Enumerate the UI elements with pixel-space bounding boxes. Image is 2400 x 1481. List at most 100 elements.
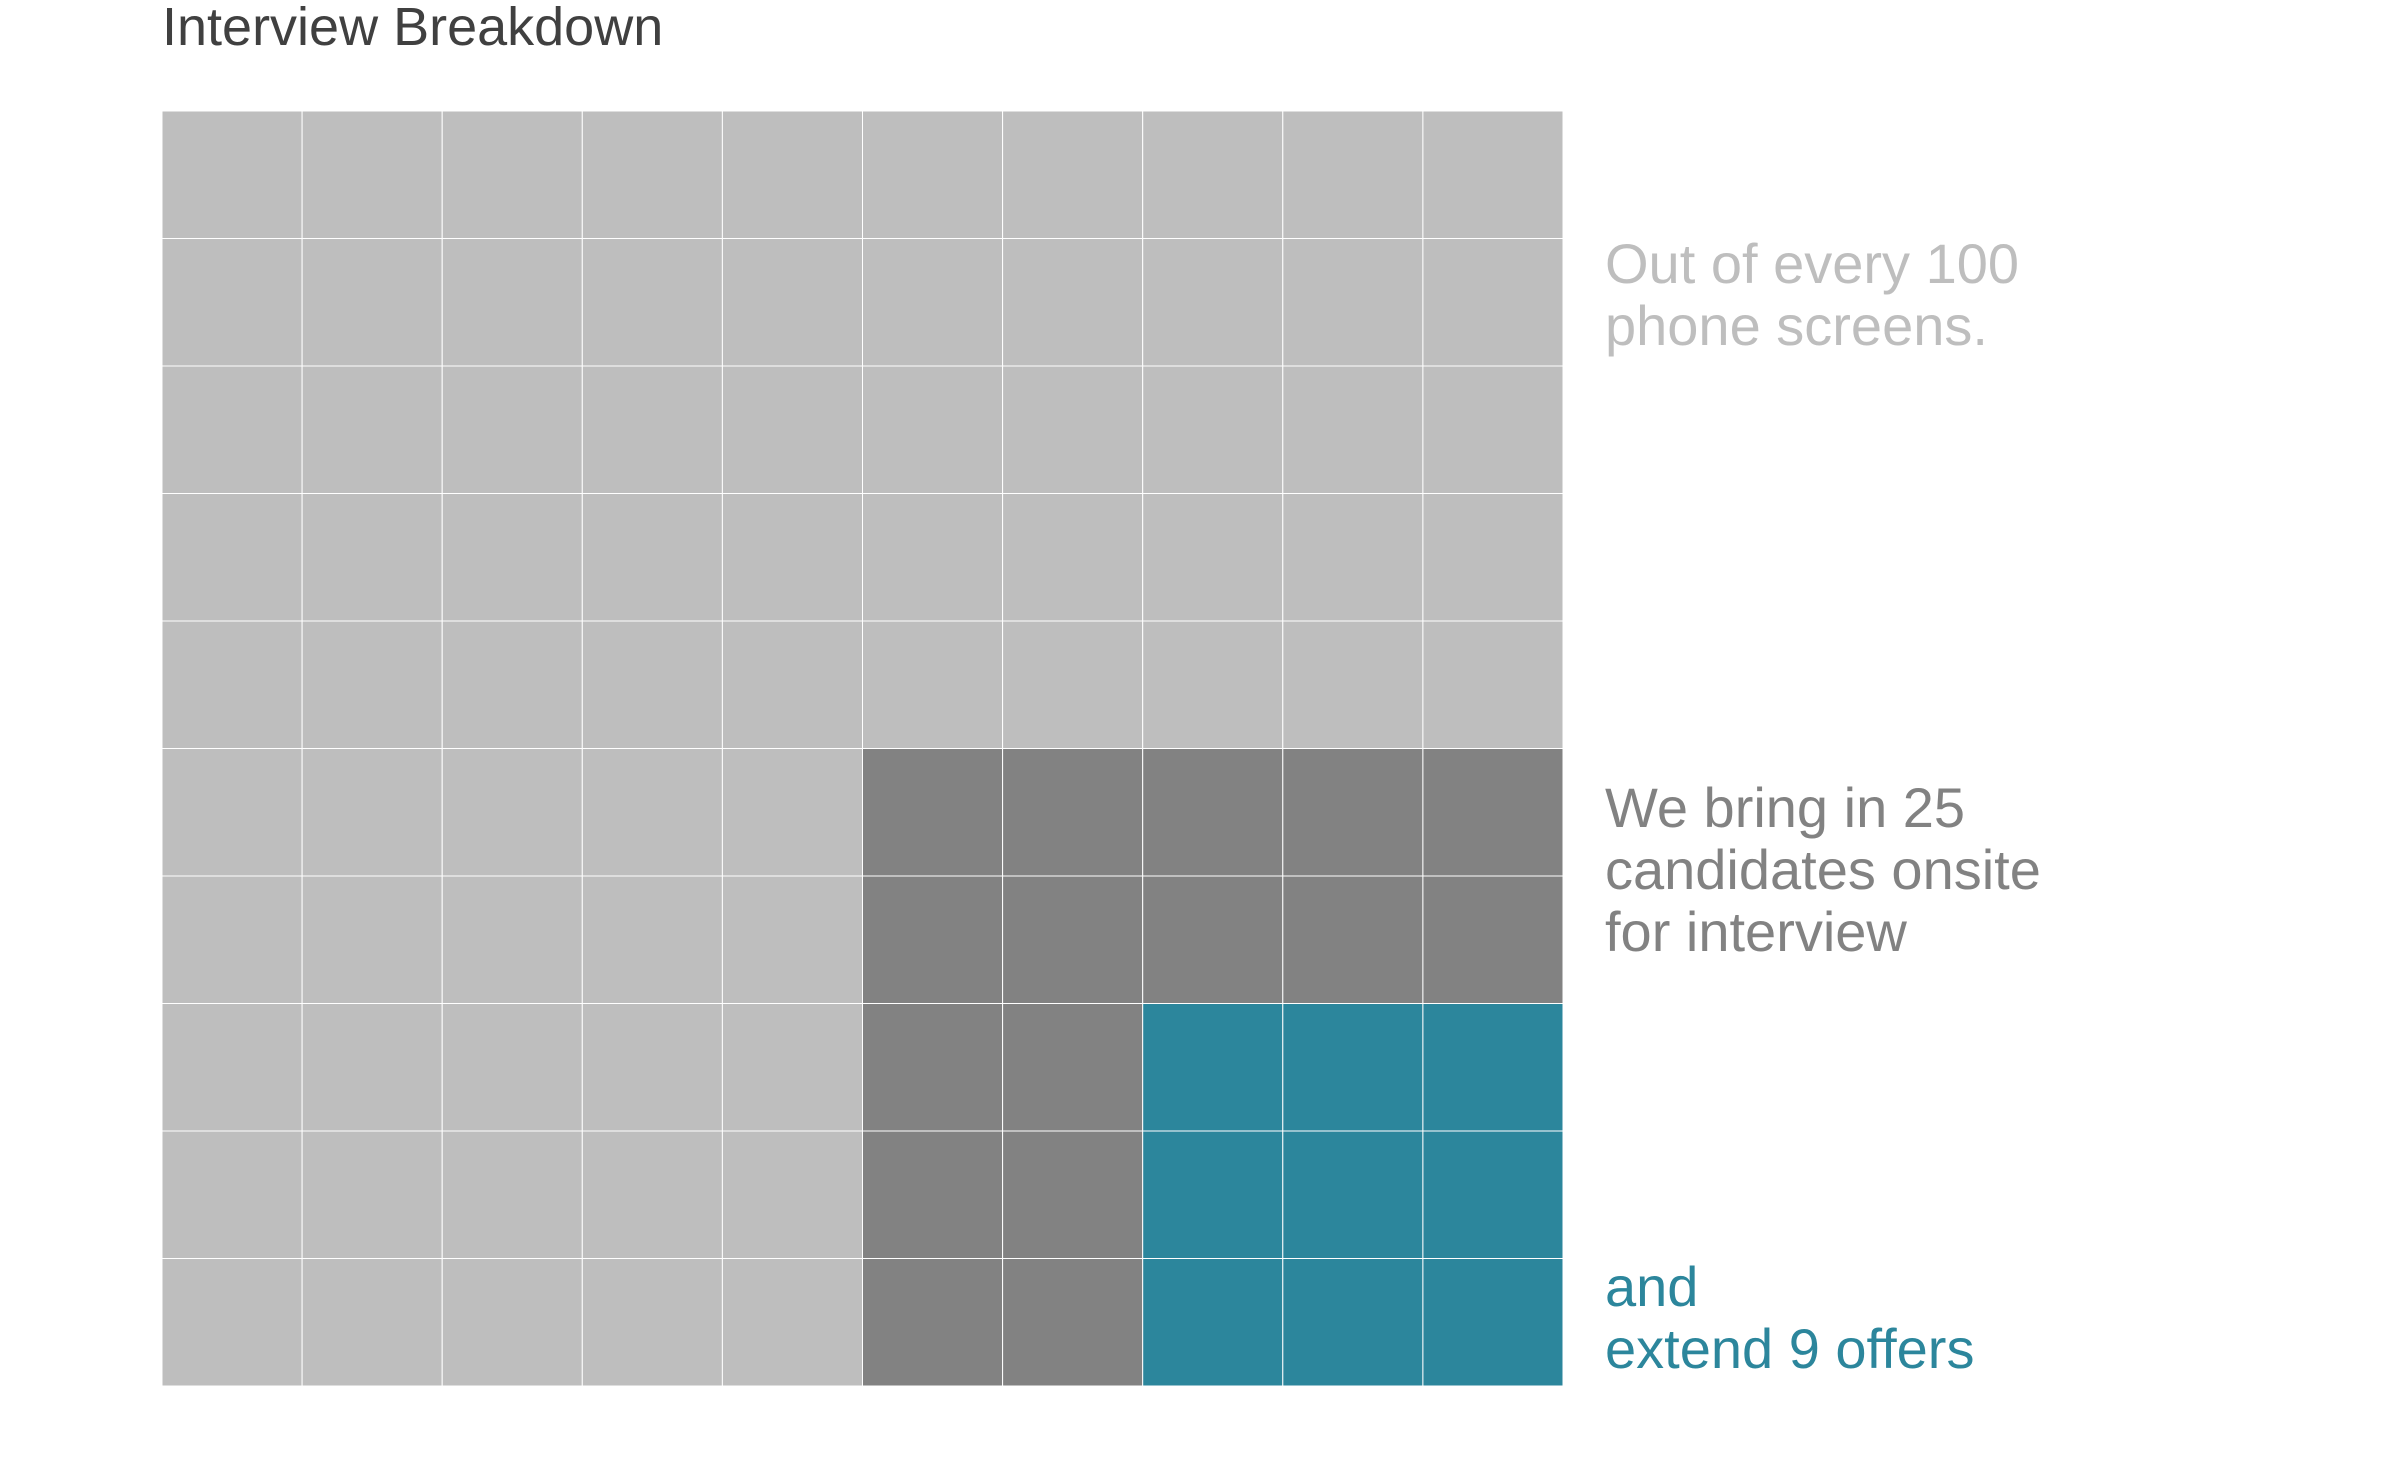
chart-title: Interview Breakdown	[162, 0, 664, 57]
waffle-cell-phone-screen-6	[1002, 111, 1144, 239]
waffle-cell-phone-screen-91	[301, 1258, 443, 1386]
waffle-cell-onsite-69	[1422, 875, 1563, 1004]
waffle-cell-phone-screen-36	[1002, 493, 1144, 622]
waffle-cell-phone-screen-33	[581, 493, 723, 622]
waffle-cell-onsite-55	[862, 748, 1004, 877]
waffle-cell-offer-77	[1142, 1003, 1284, 1132]
waffle-cell-offer-98	[1282, 1258, 1424, 1386]
waffle-cell-phone-screen-29	[1422, 365, 1563, 494]
waffle-cell-phone-screen-2	[441, 111, 583, 239]
waffle-cell-phone-screen-83	[581, 1130, 723, 1259]
waffle-cell-phone-screen-81	[301, 1130, 443, 1259]
waffle-cell-phone-screen-23	[581, 365, 723, 494]
waffle-cell-phone-screen-25	[862, 365, 1004, 494]
waffle-cell-phone-screen-42	[441, 620, 583, 749]
waffle-cell-phone-screen-64	[721, 875, 864, 1004]
waffle-cell-onsite-67	[1142, 875, 1284, 1004]
waffle-cell-phone-screen-92	[441, 1258, 583, 1386]
annotation-onsite: We bring in 25 candidates onsite for int…	[1605, 776, 2041, 963]
waffle-cell-phone-screen-5	[862, 111, 1004, 239]
waffle-cell-phone-screen-17	[1142, 238, 1284, 367]
waffle-cell-phone-screen-21	[301, 365, 443, 494]
waffle-cell-phone-screen-3	[581, 111, 723, 239]
waffle-cell-phone-screen-15	[862, 238, 1004, 367]
waffle-cell-phone-screen-94	[721, 1258, 864, 1386]
waffle-cell-offer-87	[1142, 1130, 1284, 1259]
waffle-cell-onsite-59	[1422, 748, 1563, 877]
waffle-cell-phone-screen-45	[862, 620, 1004, 749]
waffle-cell-phone-screen-82	[441, 1130, 583, 1259]
annotation-phone-screens: Out of every 100 phone screens.	[1605, 232, 2020, 357]
annotation-offers: and extend 9 offers	[1605, 1255, 1975, 1380]
waffle-cell-offer-79	[1422, 1003, 1563, 1132]
waffle-cell-phone-screen-50	[162, 748, 303, 877]
waffle-cell-phone-screen-73	[581, 1003, 723, 1132]
waffle-cell-phone-screen-16	[1002, 238, 1144, 367]
waffle-cell-phone-screen-37	[1142, 493, 1284, 622]
waffle-cell-phone-screen-53	[581, 748, 723, 877]
waffle-cell-phone-screen-52	[441, 748, 583, 877]
waffle-cell-phone-screen-84	[721, 1130, 864, 1259]
waffle-cell-phone-screen-13	[581, 238, 723, 367]
waffle-cell-phone-screen-41	[301, 620, 443, 749]
waffle-cell-phone-screen-40	[162, 620, 303, 749]
waffle-cell-phone-screen-35	[862, 493, 1004, 622]
waffle-cell-onsite-76	[1002, 1003, 1144, 1132]
waffle-chart	[162, 111, 1563, 1386]
waffle-cell-phone-screen-71	[301, 1003, 443, 1132]
waffle-cell-phone-screen-4	[721, 111, 864, 239]
waffle-cell-onsite-85	[862, 1130, 1004, 1259]
waffle-cell-onsite-57	[1142, 748, 1284, 877]
waffle-cell-phone-screen-26	[1002, 365, 1144, 494]
waffle-cell-phone-screen-31	[301, 493, 443, 622]
waffle-cell-phone-screen-39	[1422, 493, 1563, 622]
waffle-cell-phone-screen-38	[1282, 493, 1424, 622]
waffle-grid	[162, 111, 1563, 1386]
waffle-cell-phone-screen-47	[1142, 620, 1284, 749]
waffle-cell-onsite-65	[862, 875, 1004, 1004]
waffle-cell-phone-screen-93	[581, 1258, 723, 1386]
waffle-cell-offer-97	[1142, 1258, 1284, 1386]
waffle-cell-phone-screen-74	[721, 1003, 864, 1132]
waffle-cell-phone-screen-24	[721, 365, 864, 494]
waffle-cell-phone-screen-51	[301, 748, 443, 877]
waffle-cell-offer-99	[1422, 1258, 1563, 1386]
waffle-cell-onsite-56	[1002, 748, 1144, 877]
waffle-cell-phone-screen-30	[162, 493, 303, 622]
waffle-cell-phone-screen-72	[441, 1003, 583, 1132]
waffle-cell-phone-screen-11	[301, 238, 443, 367]
waffle-cell-phone-screen-8	[1282, 111, 1424, 239]
waffle-cell-phone-screen-54	[721, 748, 864, 877]
waffle-cell-phone-screen-44	[721, 620, 864, 749]
waffle-cell-onsite-95	[862, 1258, 1004, 1386]
waffle-cell-phone-screen-48	[1282, 620, 1424, 749]
waffle-cell-onsite-96	[1002, 1258, 1144, 1386]
waffle-cell-phone-screen-20	[162, 365, 303, 494]
waffle-cell-onsite-58	[1282, 748, 1424, 877]
waffle-cell-offer-88	[1282, 1130, 1424, 1259]
waffle-cell-phone-screen-14	[721, 238, 864, 367]
waffle-cell-phone-screen-62	[441, 875, 583, 1004]
waffle-cell-phone-screen-90	[162, 1258, 303, 1386]
waffle-cell-phone-screen-1	[301, 111, 443, 239]
waffle-cell-onsite-68	[1282, 875, 1424, 1004]
waffle-cell-phone-screen-12	[441, 238, 583, 367]
waffle-cell-onsite-86	[1002, 1130, 1144, 1259]
waffle-cell-phone-screen-60	[162, 875, 303, 1004]
waffle-cell-onsite-66	[1002, 875, 1144, 1004]
waffle-cell-phone-screen-0	[162, 111, 303, 239]
waffle-cell-phone-screen-49	[1422, 620, 1563, 749]
waffle-cell-phone-screen-28	[1282, 365, 1424, 494]
waffle-cell-offer-78	[1282, 1003, 1424, 1132]
waffle-cell-phone-screen-46	[1002, 620, 1144, 749]
waffle-cell-phone-screen-61	[301, 875, 443, 1004]
waffle-cell-phone-screen-32	[441, 493, 583, 622]
waffle-cell-onsite-75	[862, 1003, 1004, 1132]
waffle-cell-phone-screen-10	[162, 238, 303, 367]
waffle-cell-phone-screen-9	[1422, 111, 1563, 239]
waffle-cell-phone-screen-34	[721, 493, 864, 622]
waffle-cell-phone-screen-70	[162, 1003, 303, 1132]
waffle-cell-phone-screen-27	[1142, 365, 1284, 494]
waffle-cell-phone-screen-80	[162, 1130, 303, 1259]
waffle-cell-offer-89	[1422, 1130, 1563, 1259]
